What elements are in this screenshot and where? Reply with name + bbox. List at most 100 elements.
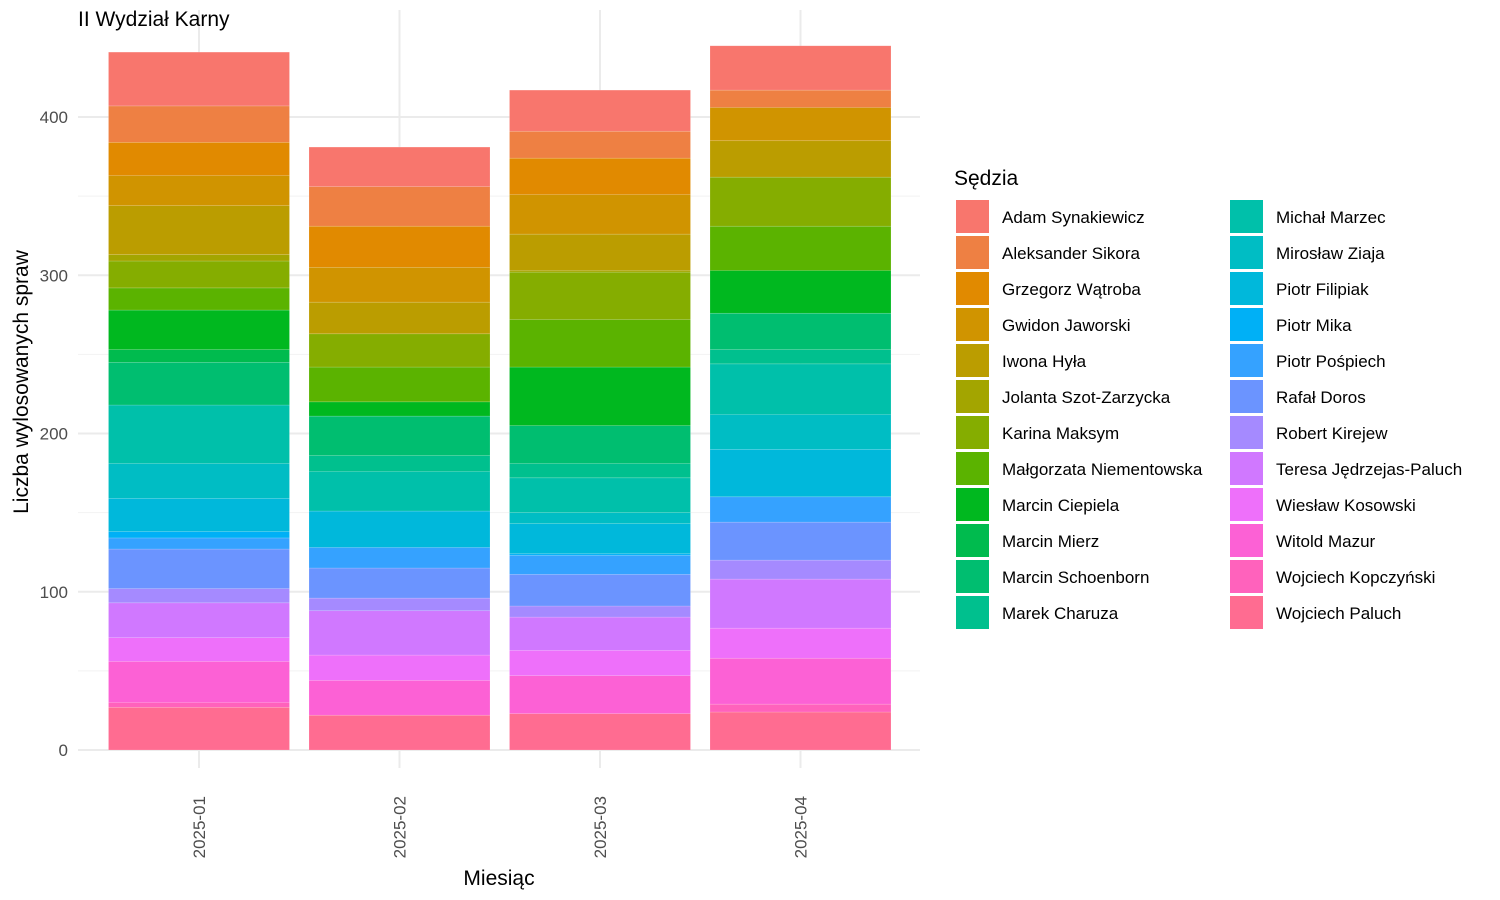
bar-segment — [509, 366, 691, 426]
legend-item: Marcin Schoenborn — [956, 560, 1149, 593]
legend-item: Marcin Ciepiela — [956, 488, 1120, 521]
bar-segment — [108, 404, 290, 464]
bar-segment — [308, 510, 491, 548]
bar-segment — [308, 146, 491, 187]
legend-key — [956, 488, 989, 521]
legend-key — [956, 524, 989, 557]
legend-label: Grzegorz Wątroba — [1002, 280, 1141, 299]
bar-segment — [308, 415, 491, 456]
bar-segment — [308, 547, 491, 569]
legend-item: Marcin Mierz — [956, 524, 1099, 557]
bar-segment — [709, 140, 892, 178]
bar-segment — [509, 713, 691, 751]
legend-key — [1230, 560, 1263, 593]
bar-segment — [308, 654, 491, 681]
bar-segment — [108, 548, 290, 589]
bar-segment — [509, 425, 691, 464]
legend-item: Jolanta Szot-Zarzycka — [956, 380, 1171, 413]
legend-label: Marek Charuza — [1002, 604, 1119, 623]
bar-segment — [509, 194, 691, 235]
legend-key — [1230, 488, 1263, 521]
bar-segment — [108, 309, 290, 350]
legend-key — [1230, 200, 1263, 233]
legend-key — [956, 380, 989, 413]
bar-segment — [509, 675, 691, 714]
bar-segment — [108, 260, 290, 289]
legend-label: Wojciech Kopczyński — [1276, 568, 1435, 587]
bar-segment — [709, 312, 892, 350]
bar-stack-2025-02 — [308, 146, 491, 751]
bar-segment — [108, 637, 290, 662]
legend-label: Wojciech Paluch — [1276, 604, 1401, 623]
bar-segment — [709, 657, 892, 705]
legend-key — [956, 236, 989, 269]
bar-segment — [509, 463, 691, 479]
bar-segment — [308, 610, 491, 656]
bar-segment — [509, 89, 691, 132]
bar-segment — [108, 175, 290, 206]
x-tick-label: 2025-03 — [591, 796, 610, 858]
legend-key — [1230, 344, 1263, 377]
bar-segment — [108, 463, 290, 499]
bar-segment — [709, 449, 892, 498]
y-tick-label: 300 — [40, 266, 68, 285]
bar-segment — [509, 523, 691, 555]
bar-segment — [108, 142, 290, 176]
x-tick-label: 2025-04 — [792, 796, 811, 858]
legend-item: Piotr Mika — [1230, 308, 1352, 341]
legend-label: Witold Mazur — [1276, 532, 1376, 551]
bar-segment — [108, 661, 290, 703]
bar-segment — [108, 702, 290, 708]
bars — [108, 45, 892, 751]
bar-segment — [709, 578, 892, 629]
bar-segment — [509, 616, 691, 651]
legend-label: Piotr Pośpiech — [1276, 352, 1386, 371]
legend-label: Rafał Doros — [1276, 388, 1366, 407]
legend-key — [956, 308, 989, 341]
legend-key — [956, 344, 989, 377]
legend-key — [1230, 416, 1263, 449]
legend-label: Michał Marzec — [1276, 208, 1386, 227]
legend-label: Iwona Hyła — [1002, 352, 1087, 371]
bar-segment — [108, 51, 290, 107]
bar-segment — [108, 706, 290, 751]
legend-item: Karina Maksym — [956, 416, 1119, 449]
legend-key — [1230, 596, 1263, 629]
bar-segment — [108, 287, 290, 311]
legend-item: Robert Kirejew — [1230, 416, 1388, 449]
bar-segment — [308, 366, 491, 403]
legend-item: Rafał Doros — [1230, 380, 1366, 413]
bar-segment — [709, 703, 892, 713]
bar-segment — [108, 588, 290, 604]
legend-key — [1230, 380, 1263, 413]
bar-stack-2025-01 — [108, 51, 290, 751]
bar-segment — [709, 711, 892, 751]
legend-key — [1230, 236, 1263, 269]
legend-label: Mirosław Ziaja — [1276, 244, 1385, 263]
bar-segment — [709, 496, 892, 523]
bar-segment — [709, 176, 892, 227]
bar-segment — [509, 650, 691, 676]
legend-key — [956, 272, 989, 305]
legend-item: Iwona Hyła — [956, 344, 1087, 377]
bar-segment — [709, 225, 892, 271]
bar-segment — [709, 107, 892, 142]
bar-segment — [308, 680, 491, 716]
bar-segment — [509, 130, 691, 159]
legend-label: Marcin Ciepiela — [1002, 496, 1120, 515]
bar-segment — [509, 605, 691, 618]
legend-label: Marcin Schoenborn — [1002, 568, 1149, 587]
bar-segment — [308, 597, 491, 612]
bar-segment — [509, 271, 691, 320]
bar-segment — [108, 602, 290, 638]
bar-segment — [308, 186, 491, 227]
bar-segment — [108, 361, 290, 406]
legend-label: Karina Maksym — [1002, 424, 1119, 443]
legend-label: Robert Kirejew — [1276, 424, 1388, 443]
bar-segment — [509, 512, 691, 525]
legend-label: Małgorzata Niementowska — [1002, 460, 1203, 479]
bar-segment — [709, 559, 892, 580]
bar-segment — [308, 714, 491, 751]
x-axis-ticks: 2025-01 2025-02 2025-03 2025-04 — [190, 796, 811, 858]
